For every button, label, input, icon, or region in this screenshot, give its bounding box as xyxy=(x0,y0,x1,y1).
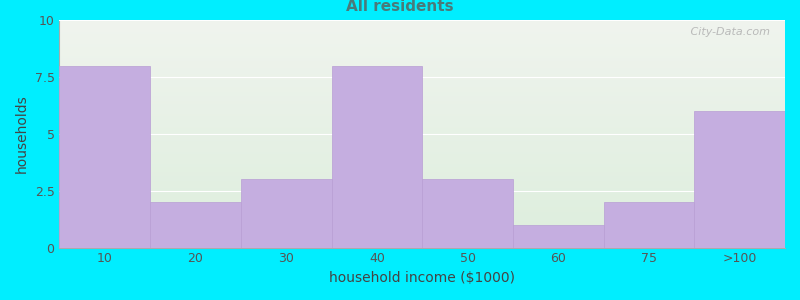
Bar xyxy=(513,225,604,247)
Bar xyxy=(241,179,331,248)
Bar xyxy=(604,202,694,248)
Bar xyxy=(150,202,241,248)
Bar xyxy=(59,65,150,248)
Y-axis label: households: households xyxy=(15,94,29,173)
X-axis label: household income ($1000): household income ($1000) xyxy=(330,271,515,285)
Text: All residents: All residents xyxy=(346,0,454,14)
Bar xyxy=(422,179,513,248)
Bar xyxy=(331,65,422,248)
Bar xyxy=(694,111,785,248)
Text: City-Data.com: City-Data.com xyxy=(687,27,770,37)
